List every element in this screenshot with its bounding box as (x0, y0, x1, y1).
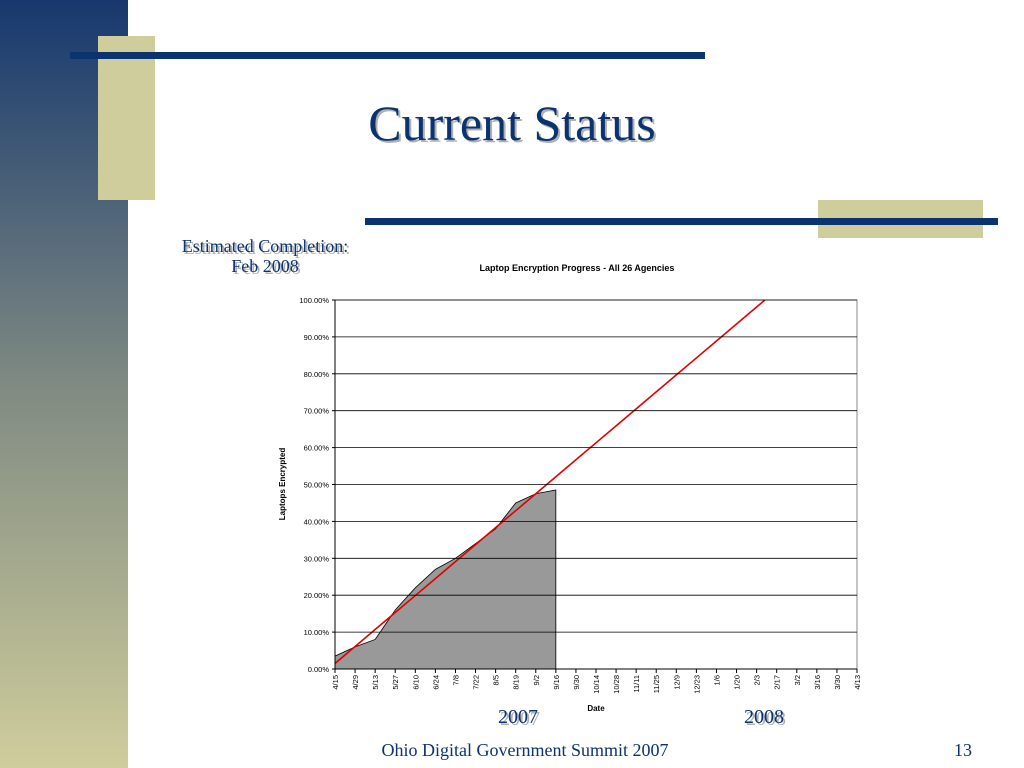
x-tick-label: 9/2 (532, 675, 541, 685)
y-tick-label: 30.00% (304, 554, 330, 563)
x-tick-label: 12/23 (692, 675, 701, 694)
y-tick-label: 60.00% (304, 444, 330, 453)
page-number: 13 (954, 740, 972, 760)
footer: Ohio Digital Government Summit 2007 (382, 740, 669, 760)
rule (365, 218, 998, 225)
x-tick-label: 3/2 (793, 675, 802, 685)
y-tick-label: 90.00% (304, 333, 330, 342)
x-tick-label: 11/25 (652, 675, 661, 693)
x-tick-label: 1/6 (712, 675, 721, 685)
x-tick-label: 4/29 (351, 675, 360, 690)
x-tick-label: 10/14 (592, 675, 601, 694)
trend-line (335, 300, 767, 665)
x-tick-label: 8/19 (512, 675, 521, 690)
x-tick-label: 3/30 (833, 675, 842, 690)
accent-block (98, 36, 155, 200)
x-tick-label: 2/3 (753, 675, 762, 685)
x-tick-label: 5/13 (371, 675, 380, 690)
y-tick-label: 20.00% (304, 591, 330, 600)
x-tick-label: 1/20 (733, 675, 742, 690)
y-axis-label: Laptops Encrypted (278, 448, 287, 521)
y-tick-label: 100.00% (299, 296, 329, 305)
x-tick-label: 4/15 (331, 675, 340, 690)
x-tick-label: 3/16 (813, 675, 822, 690)
year-label: 2007 (498, 706, 538, 728)
x-tick-label: 6/24 (431, 675, 440, 690)
x-tick-label: 12/9 (672, 675, 681, 690)
x-tick-label: 9/16 (552, 675, 561, 690)
y-tick-label: 0.00% (308, 665, 330, 674)
rule (70, 52, 705, 59)
y-tick-label: 40.00% (304, 517, 330, 526)
x-tick-label: 8/5 (492, 675, 501, 685)
x-tick-label: 6/10 (411, 675, 420, 690)
x-tick-label: 5/27 (391, 675, 400, 690)
x-tick-label: 7/22 (472, 675, 481, 690)
chart-title: Laptop Encryption Progress - All 26 Agen… (480, 263, 675, 273)
slide-title: Current Status (368, 95, 655, 151)
year-label: 2008 (744, 706, 784, 728)
x-axis-label: Date (587, 704, 605, 713)
note: Feb 2008 (231, 256, 299, 276)
x-tick-label: 10/28 (612, 675, 621, 694)
x-tick-label: 4/13 (853, 675, 862, 690)
x-tick-label: 2/17 (773, 675, 782, 690)
x-tick-label: 9/30 (572, 675, 581, 690)
y-tick-label: 70.00% (304, 407, 330, 416)
y-tick-label: 10.00% (304, 628, 330, 637)
y-tick-label: 80.00% (304, 370, 330, 379)
y-tick-label: 50.00% (304, 481, 330, 490)
x-tick-label: 11/11 (632, 675, 641, 693)
note: Estimated Completion: (182, 236, 348, 256)
x-tick-label: 7/8 (451, 675, 460, 685)
